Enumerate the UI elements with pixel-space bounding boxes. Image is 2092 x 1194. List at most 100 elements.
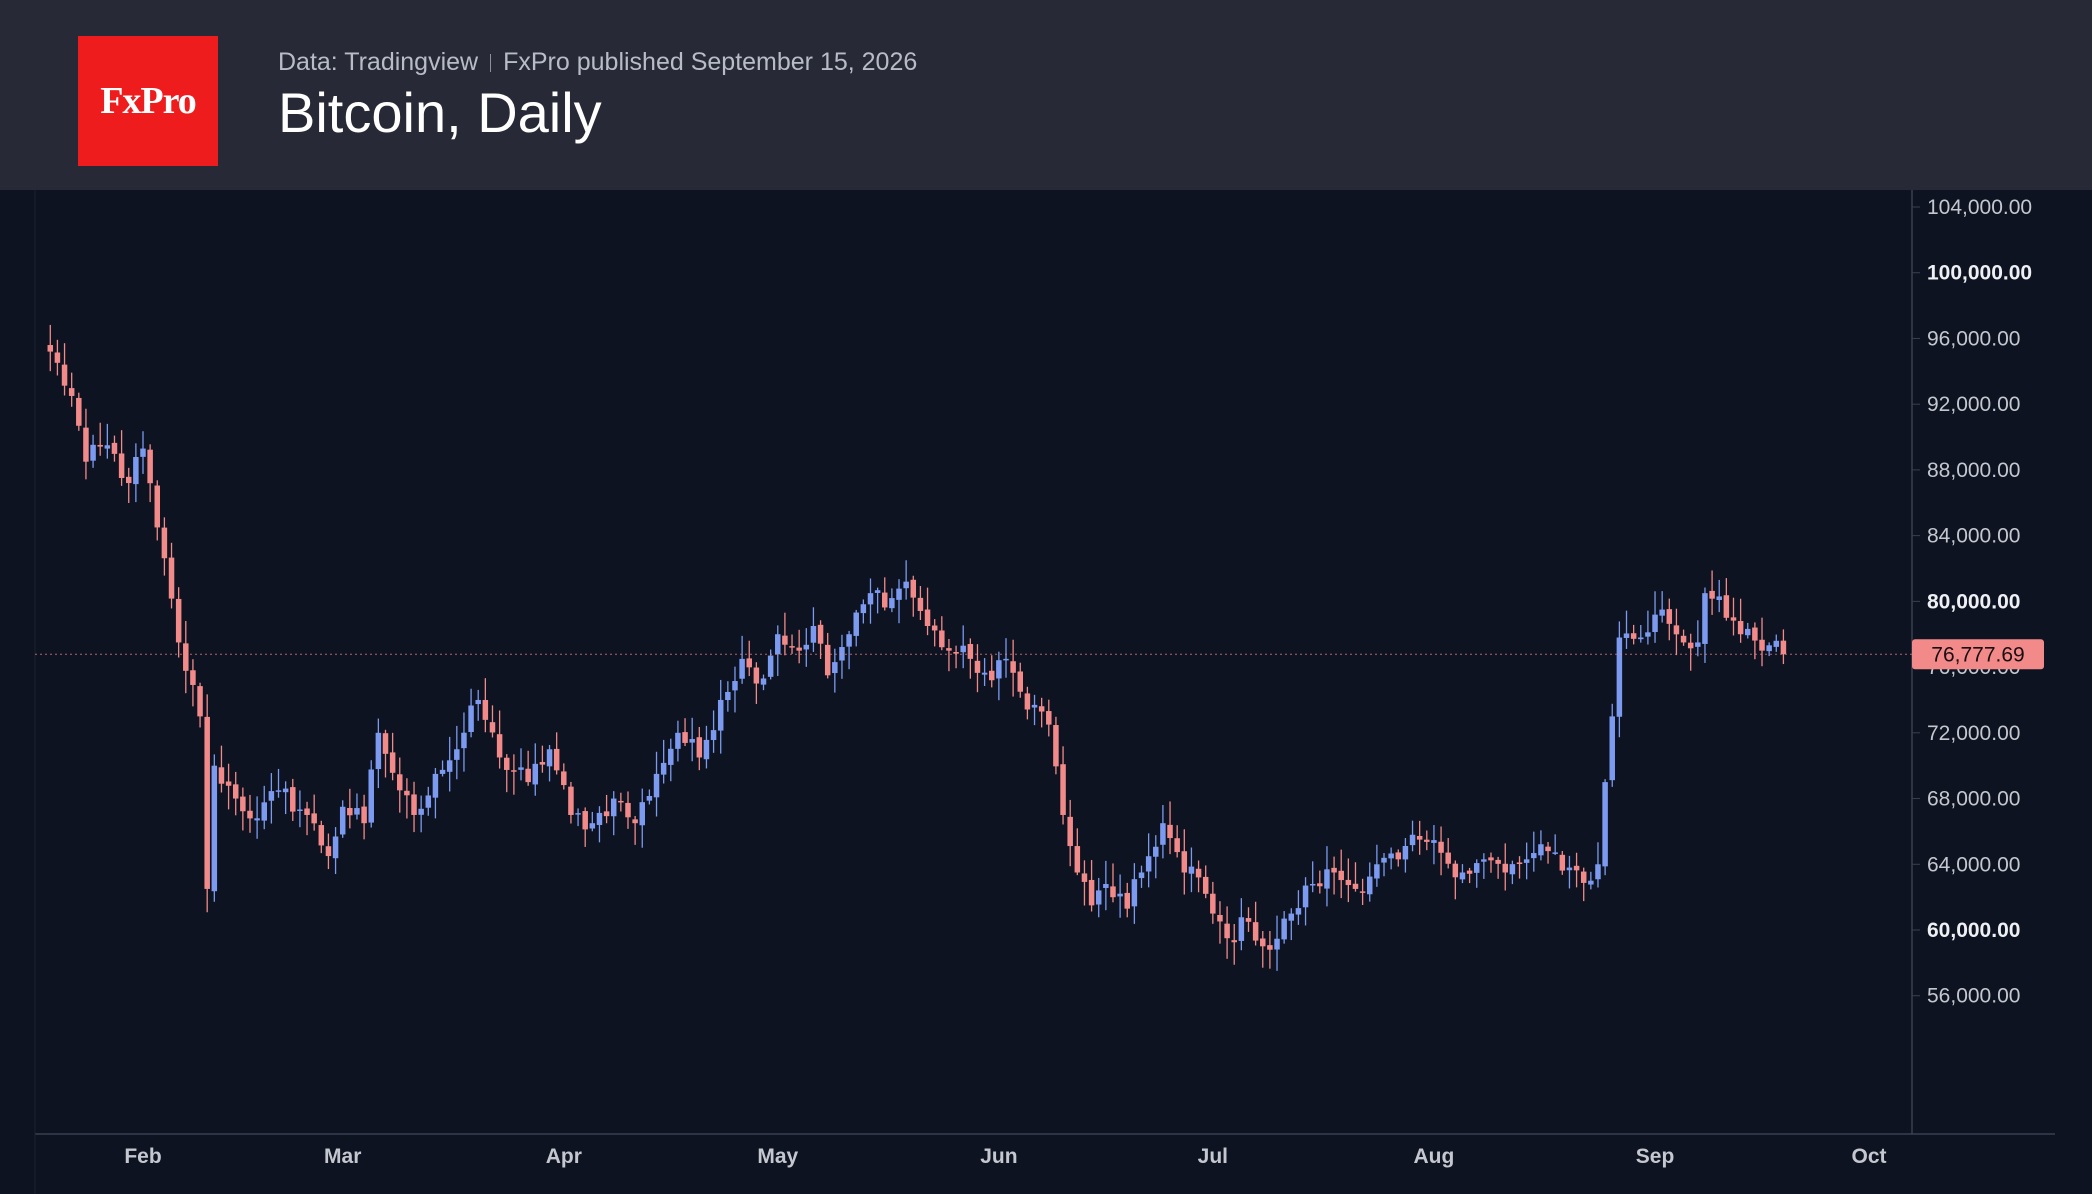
candle-down xyxy=(1452,863,1459,878)
candle-down xyxy=(582,811,588,830)
candle-down xyxy=(197,686,203,717)
candle-down xyxy=(939,630,945,648)
x-tick-label: Aug xyxy=(1414,1145,1455,1168)
candle-up xyxy=(1523,859,1530,863)
candle-up xyxy=(268,791,275,801)
x-tick-label: Apr xyxy=(546,1145,582,1168)
candle-down xyxy=(946,648,952,651)
candle-down xyxy=(503,757,510,770)
candle-up xyxy=(889,598,895,609)
candle-up xyxy=(710,730,717,741)
candle-up xyxy=(1324,869,1330,889)
y-tick-label: 96,000.00 xyxy=(1927,327,2020,350)
candle-down xyxy=(1438,841,1444,853)
y-tick-label: 84,000.00 xyxy=(1927,525,2020,548)
candle-down xyxy=(1224,923,1230,939)
candle-up xyxy=(703,739,710,760)
candle-down xyxy=(782,635,788,645)
candle-down xyxy=(1673,625,1680,635)
candle-up xyxy=(1716,596,1722,601)
candle-down xyxy=(1331,867,1337,873)
candle-down xyxy=(1210,893,1216,914)
candle-up xyxy=(339,806,346,835)
candle-up xyxy=(803,644,810,650)
source-line: Data: Tradingview FxPro published Septemb… xyxy=(278,48,917,77)
candle-down xyxy=(1395,852,1402,860)
candle-down xyxy=(967,644,974,659)
candle-up xyxy=(475,699,481,705)
candle-up xyxy=(610,798,617,817)
candle-up xyxy=(1309,883,1316,886)
candle-up xyxy=(354,808,360,815)
candle-up xyxy=(1302,885,1309,908)
candle-up xyxy=(981,672,988,675)
candle-down xyxy=(1053,725,1059,767)
candle-up xyxy=(660,762,667,775)
candle-down xyxy=(218,767,225,784)
candle-down xyxy=(625,802,631,818)
candle-down xyxy=(1202,876,1209,894)
candle-down xyxy=(789,646,795,648)
candle-down xyxy=(511,770,517,772)
candle-up xyxy=(104,445,111,449)
candle-down xyxy=(539,762,546,765)
candle-up xyxy=(546,749,553,767)
y-tick-label: 60,000.00 xyxy=(1927,919,2020,942)
candle-up xyxy=(732,681,738,691)
candle-down xyxy=(1709,590,1715,599)
x-tick-label: May xyxy=(757,1145,798,1168)
candle-up xyxy=(1659,609,1665,616)
candle-down xyxy=(796,647,802,651)
candle-up xyxy=(1153,846,1159,857)
candle-down xyxy=(183,643,189,671)
y-tick-label: 64,000.00 xyxy=(1927,853,2020,876)
published-text: FxPro published September 15, 2026 xyxy=(503,48,918,76)
candle-down xyxy=(1010,661,1016,673)
candle-up xyxy=(1031,704,1038,708)
candle-down xyxy=(1780,640,1787,655)
candle-up xyxy=(1531,853,1537,859)
y-tick-label: 80,000.00 xyxy=(1927,590,2020,613)
x-tick-label: Feb xyxy=(124,1145,161,1168)
candle-down xyxy=(1088,879,1095,906)
candle-up xyxy=(468,705,474,732)
candle-up xyxy=(432,773,439,798)
x-tick-label: Jul xyxy=(1198,1145,1228,1168)
chart-area[interactable]: 104,000.00 100,000.00 96,000.00 92,000.00 88… xyxy=(0,190,2092,1194)
candle-up xyxy=(832,662,838,674)
candle-up xyxy=(960,645,966,653)
y-tick-label: 104,000.00 xyxy=(1927,196,2032,219)
candle-down xyxy=(974,660,981,673)
candle-up xyxy=(454,749,460,760)
candle-up xyxy=(332,836,339,859)
candle-up xyxy=(275,790,282,792)
candle-up xyxy=(1702,593,1708,644)
candle-up xyxy=(1431,840,1437,843)
candle-down xyxy=(1723,595,1730,618)
candle-up xyxy=(760,678,767,685)
candle-down xyxy=(361,806,367,824)
candle-up xyxy=(1295,908,1302,915)
candle-down xyxy=(54,352,61,363)
candle-down xyxy=(290,787,296,812)
candle-down xyxy=(1174,838,1180,853)
candle-down xyxy=(1573,865,1580,871)
candle-down xyxy=(1559,854,1566,871)
candle-down xyxy=(83,427,89,462)
logo-text: FxPro xyxy=(100,80,197,122)
candle-down xyxy=(397,774,403,791)
candle-up xyxy=(839,647,845,661)
candlestick-chart[interactable]: 104,000.00 100,000.00 96,000.00 92,000.00 88… xyxy=(0,190,2092,1194)
candle-down xyxy=(817,624,824,644)
candle-up xyxy=(211,765,218,892)
candle-up xyxy=(810,626,817,643)
candle-up xyxy=(767,655,774,677)
candle-down xyxy=(76,397,82,426)
candle-up xyxy=(1095,890,1102,905)
candle-down xyxy=(304,808,310,815)
y-tick-label: 92,000.00 xyxy=(1927,393,2020,416)
candle-down xyxy=(1024,693,1031,710)
candle-up xyxy=(1773,640,1780,647)
candle-down xyxy=(753,667,760,684)
candle-down xyxy=(118,453,125,478)
